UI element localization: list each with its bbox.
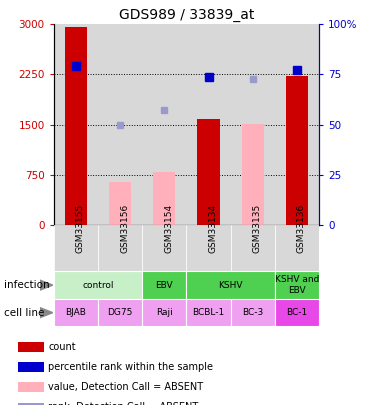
- Text: control: control: [82, 281, 114, 290]
- Bar: [18, 403, 44, 405]
- Text: GSM33135: GSM33135: [253, 204, 262, 253]
- Text: GSM33136: GSM33136: [297, 204, 306, 253]
- Bar: [54, 24, 98, 225]
- Text: count: count: [48, 342, 76, 352]
- Text: cell line: cell line: [4, 308, 44, 318]
- Text: DG75: DG75: [108, 308, 133, 317]
- Bar: [142, 24, 186, 225]
- Bar: [231, 299, 275, 326]
- Text: KSHV and
EBV: KSHV and EBV: [275, 275, 319, 295]
- Text: GSM33134: GSM33134: [209, 204, 217, 253]
- Bar: [18, 362, 44, 372]
- Text: KSHV: KSHV: [219, 281, 243, 290]
- Text: BJAB: BJAB: [65, 308, 86, 317]
- Bar: [153, 172, 175, 225]
- Bar: [54, 271, 142, 299]
- Text: infection: infection: [4, 280, 49, 290]
- Bar: [98, 299, 142, 326]
- Bar: [231, 24, 275, 225]
- Bar: [142, 299, 186, 326]
- Text: rank, Detection Call = ABSENT: rank, Detection Call = ABSENT: [48, 403, 198, 405]
- Text: BC-3: BC-3: [242, 308, 263, 317]
- Bar: [98, 225, 142, 271]
- Text: value, Detection Call = ABSENT: value, Detection Call = ABSENT: [48, 382, 203, 392]
- Bar: [18, 342, 44, 352]
- Bar: [275, 271, 319, 299]
- Title: GDS989 / 33839_at: GDS989 / 33839_at: [119, 8, 254, 22]
- Bar: [186, 299, 231, 326]
- Bar: [142, 271, 186, 299]
- Bar: [186, 24, 231, 225]
- Bar: [98, 24, 142, 225]
- Text: EBV: EBV: [155, 281, 173, 290]
- Bar: [186, 225, 231, 271]
- Polygon shape: [40, 307, 53, 318]
- Bar: [54, 225, 98, 271]
- Text: percentile rank within the sample: percentile rank within the sample: [48, 362, 213, 372]
- Text: GSM33154: GSM33154: [164, 204, 173, 253]
- Bar: [275, 24, 319, 225]
- Bar: [109, 182, 131, 225]
- Text: BCBL-1: BCBL-1: [193, 308, 225, 317]
- Text: GSM33156: GSM33156: [120, 204, 129, 253]
- Bar: [142, 225, 186, 271]
- Bar: [275, 299, 319, 326]
- Text: Raji: Raji: [156, 308, 173, 317]
- Bar: [54, 299, 98, 326]
- Bar: [242, 124, 264, 225]
- Text: BC-1: BC-1: [286, 308, 308, 317]
- Bar: [286, 76, 308, 225]
- Bar: [275, 225, 319, 271]
- Bar: [197, 119, 220, 225]
- Bar: [231, 225, 275, 271]
- Text: GSM33155: GSM33155: [76, 204, 85, 253]
- Bar: [65, 27, 87, 225]
- Bar: [186, 271, 275, 299]
- Polygon shape: [40, 280, 53, 290]
- Bar: [18, 382, 44, 392]
